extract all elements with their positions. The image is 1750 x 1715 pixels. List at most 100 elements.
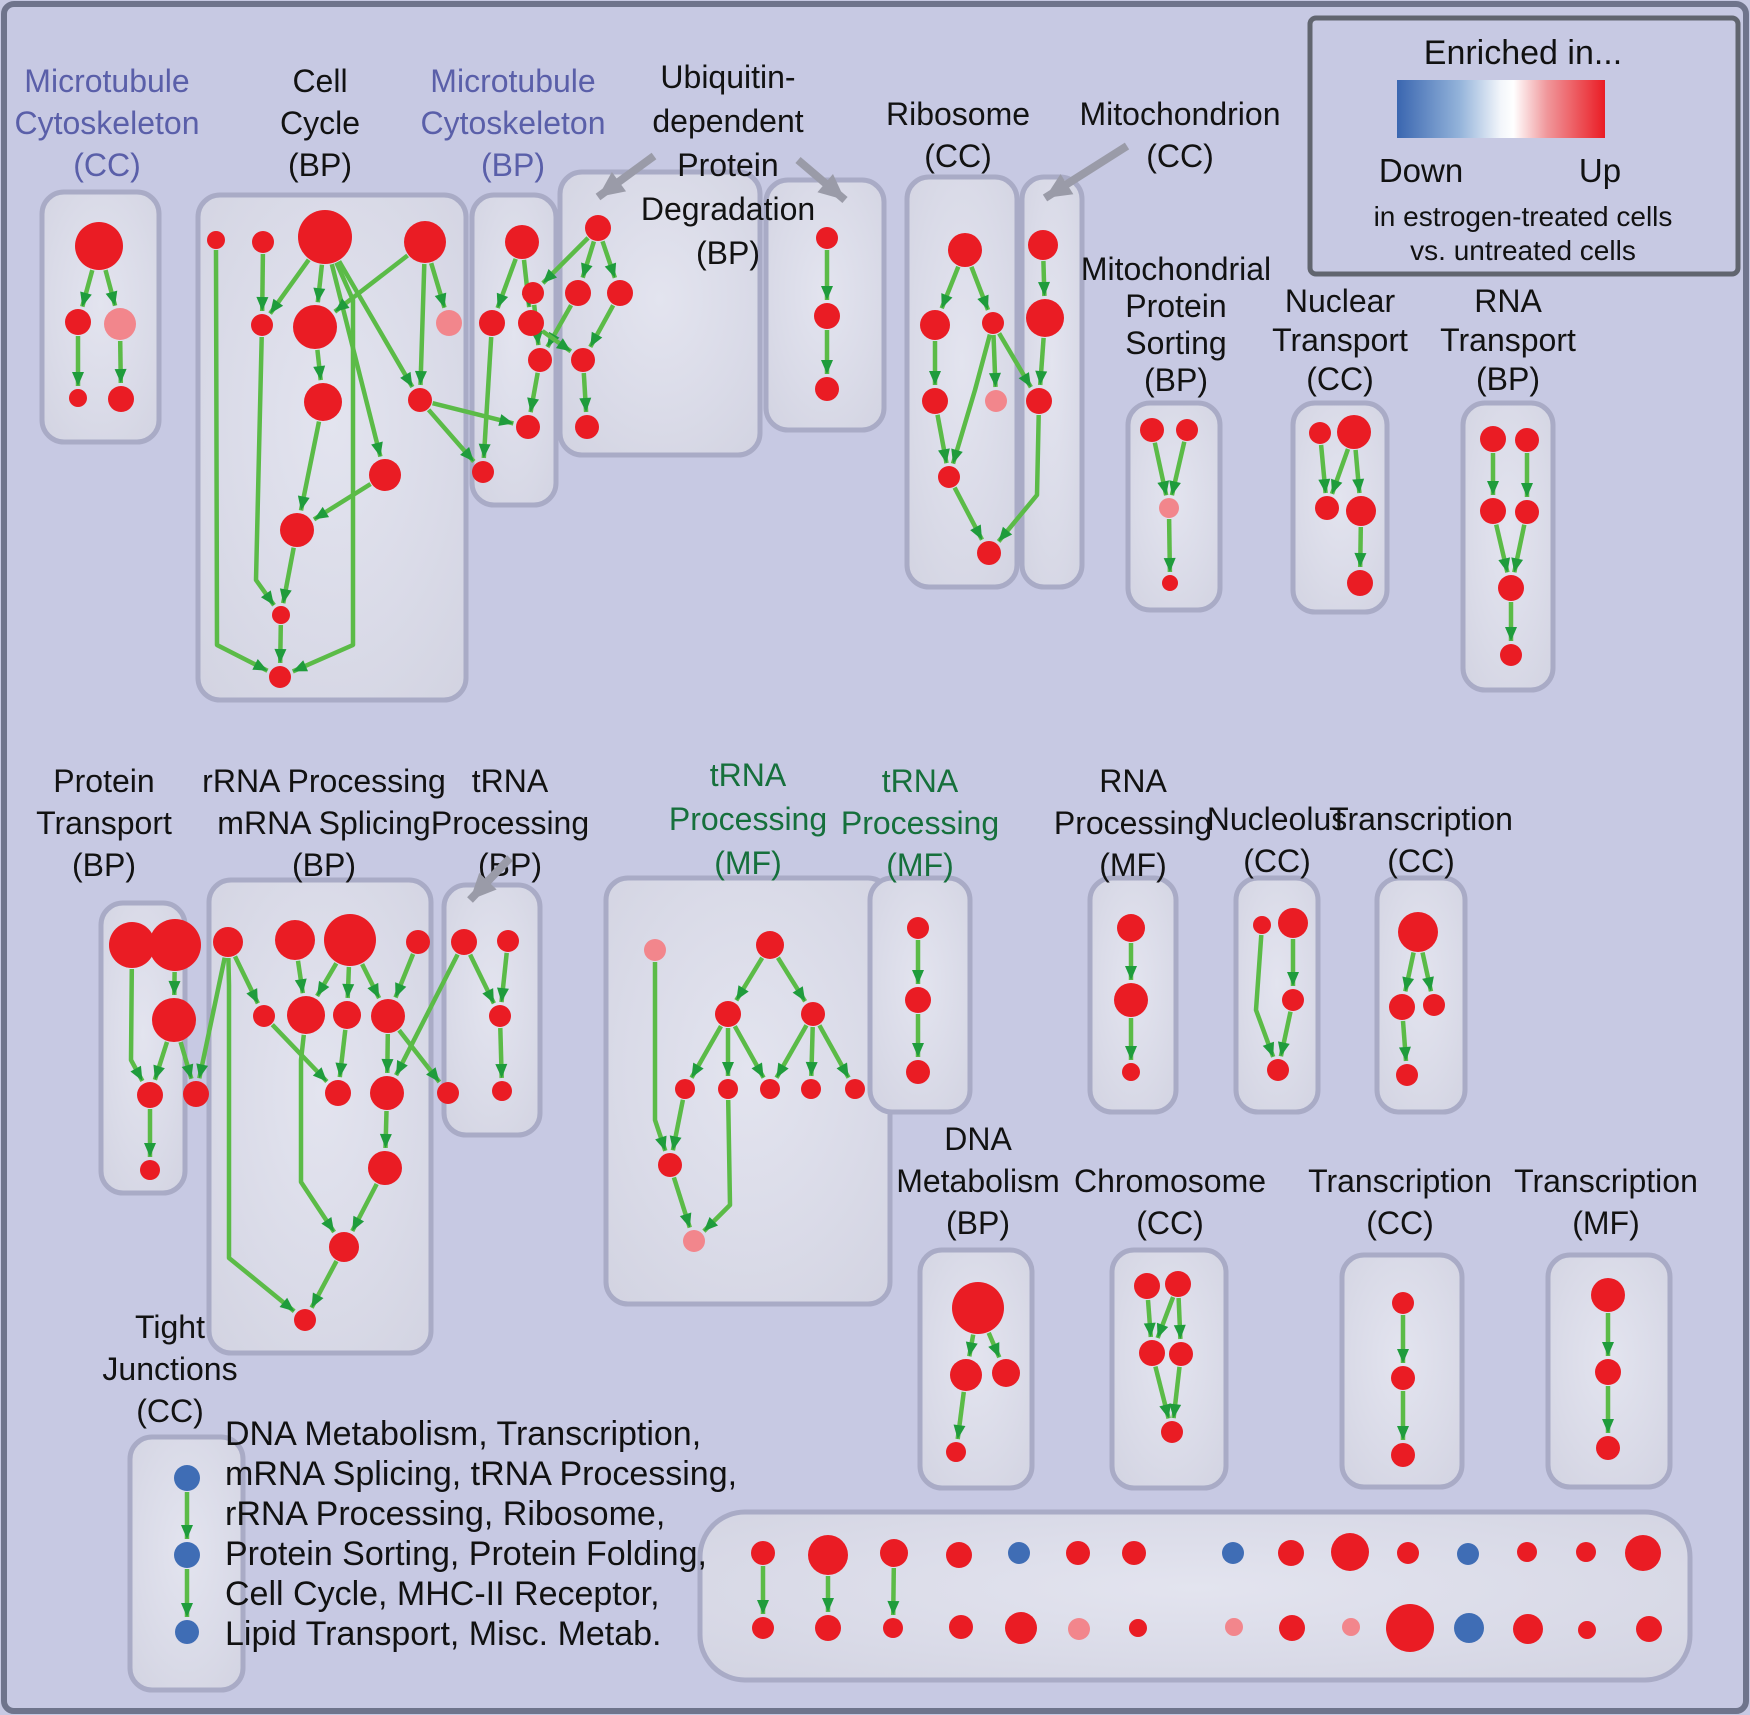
enrichment-edge bbox=[774, 1024, 809, 1079]
cluster-label-nuclear-transport-cc-line3: (CC) bbox=[1306, 361, 1374, 397]
enrichment-edge bbox=[128, 968, 145, 1082]
go-term-node-tight-junctions-cc-n1 bbox=[174, 1465, 200, 1491]
enrichment-edge bbox=[432, 401, 514, 426]
go-term-node-trna-bp-m bbox=[489, 1005, 511, 1027]
legend-caption-2: vs. untreated cells bbox=[1410, 235, 1636, 266]
enrichment-edge bbox=[335, 1029, 348, 1078]
go-term-node-protein-transport-bp-a bbox=[109, 922, 155, 968]
go-term-node-dna-metabolism-bp-t bbox=[952, 1282, 1004, 1334]
go-term-node-ribosome-cc-pk bbox=[985, 390, 1007, 412]
go-term-node-trna-bp-br bbox=[492, 1081, 512, 1101]
enrichment-edge bbox=[297, 421, 322, 511]
enrichment-edge bbox=[312, 482, 372, 522]
enrichment-edge bbox=[1153, 1366, 1171, 1419]
enrichment-edge bbox=[313, 264, 326, 303]
enrichment-edge bbox=[1402, 952, 1416, 992]
go-term-node-nuclear-transport-cc-ml bbox=[1315, 496, 1339, 520]
enrichment-edge bbox=[253, 336, 276, 607]
go-term-node-transcription-cc-bottom-n3 bbox=[1391, 1443, 1415, 1467]
nodes-layer bbox=[65, 210, 1662, 1652]
label-pointer-arrow-4 bbox=[467, 855, 513, 903]
enrichment-edge bbox=[152, 1041, 170, 1081]
enrichment-edge bbox=[588, 304, 616, 348]
cluster-boxes-layer bbox=[39, 169, 1693, 1693]
cluster-label-transcription-cc-mid-line2: (CC) bbox=[1387, 843, 1455, 879]
pointer-arrows-layer bbox=[467, 142, 1130, 903]
enrichment-edge bbox=[333, 253, 409, 314]
go-term-node-protein-transport-bp-d bbox=[137, 1082, 163, 1108]
cluster-label-trna-bp-line1: tRNA bbox=[472, 763, 549, 799]
go-term-node-trna-mf-1-l1 bbox=[675, 1079, 695, 1099]
go-term-node-cell-cycle-bp-h bbox=[408, 388, 432, 412]
go-term-node-trna-mf-1-a1 bbox=[715, 1001, 741, 1027]
go-term-node-ubiquitin-a-f2 bbox=[516, 415, 540, 439]
go-term-node-dna-metabolism-bp-l bbox=[950, 1359, 982, 1391]
go-term-node-protein-transport-bp-c bbox=[152, 998, 196, 1042]
cluster-label-ribosome-cc-line1: Ribosome bbox=[886, 96, 1030, 132]
cluster-label-transcription-mf-line2: (MF) bbox=[1572, 1205, 1640, 1241]
cluster-label-cell-cycle-bp-line1: Cell bbox=[292, 63, 347, 99]
enrichment-edge bbox=[953, 1391, 967, 1440]
enrichment-edge bbox=[1163, 518, 1176, 573]
cluster-label-rna-processing-mf-line3: (MF) bbox=[1099, 847, 1167, 883]
cluster-label-trna-mf-1-line2: Processing bbox=[669, 801, 827, 837]
go-term-node-transcription-cc-bottom-n2 bbox=[1391, 1366, 1415, 1390]
cluster-label-dna-metabolism-bp-line2: Metabolism bbox=[896, 1163, 1060, 1199]
go-term-node-nuclear-transport-cc-tl bbox=[1309, 422, 1331, 444]
cluster-label-protein-transport-bp-line1: Protein bbox=[53, 763, 154, 799]
go-term-node-merged-terms-c14t bbox=[1576, 1542, 1596, 1562]
merged-terms-line3: rRNA Processing, Ribosome, bbox=[225, 1495, 665, 1533]
enrichment-edge bbox=[732, 1025, 766, 1079]
cluster-label-microtubule-bp-line1: Microtubule bbox=[430, 63, 595, 99]
go-term-node-ribosome-cc-b bbox=[977, 541, 1001, 565]
go-term-node-microtubule-cc-ml bbox=[65, 309, 91, 335]
go-term-node-merged-terms-c11t bbox=[1397, 1542, 1419, 1564]
go-term-node-trna-mf-1-p bbox=[644, 939, 666, 961]
go-term-node-transcription-mf-n1 bbox=[1591, 1278, 1625, 1312]
go-term-node-cell-cycle-bp-g bbox=[304, 383, 342, 421]
go-term-node-transcription-cc-bottom-n1 bbox=[1392, 1292, 1414, 1314]
enrichment-edge bbox=[178, 1041, 194, 1080]
cluster-label-dna-metabolism-bp-line1: DNA bbox=[944, 1121, 1012, 1157]
go-term-node-cell-cycle-bp-l bbox=[269, 666, 291, 688]
go-term-node-cell-cycle-bp-d bbox=[404, 221, 446, 263]
go-term-node-trna-bp-tr bbox=[497, 930, 519, 952]
go-term-node-mito-sorting-bp-b bbox=[1162, 575, 1178, 591]
label-pointer-arrow-2 bbox=[795, 156, 848, 204]
enrichment-edge bbox=[315, 962, 339, 998]
go-term-node-cell-cycle-bp-j bbox=[280, 513, 314, 547]
go-term-node-merged-terms-c6b bbox=[1068, 1618, 1090, 1640]
go-term-node-merged-terms-c3b bbox=[883, 1618, 903, 1638]
enrichment-edge bbox=[80, 269, 95, 308]
cluster-label-trna-mf-2-line1: tRNA bbox=[882, 763, 959, 799]
go-term-node-rrna-mrna-bp-s1 bbox=[253, 1005, 275, 1027]
go-term-node-nuclear-transport-cc-tr bbox=[1337, 415, 1371, 449]
cluster-label-rna-transport-bp-line3: (BP) bbox=[1476, 361, 1540, 397]
go-term-node-rna-transport-bp-tl bbox=[1480, 426, 1506, 452]
enrichment-edge bbox=[350, 1182, 379, 1233]
enrichment-edge bbox=[935, 414, 950, 464]
enrichment-edge bbox=[114, 340, 127, 384]
enrichment-edge bbox=[1277, 1011, 1293, 1057]
go-term-node-transcription-cc-mid-l bbox=[1389, 994, 1415, 1020]
go-term-node-trna-mf-1-l5 bbox=[845, 1079, 865, 1099]
go-term-node-trna-mf-2-n3 bbox=[906, 1060, 930, 1084]
enrichment-edge bbox=[291, 261, 356, 674]
cluster-box-protein-transport-bp bbox=[98, 900, 188, 1196]
enrichment-edge bbox=[887, 1567, 900, 1616]
enrichment-edge bbox=[329, 263, 383, 458]
cluster-label-nuclear-transport-cc-line1: Nuclear bbox=[1285, 283, 1396, 319]
merged-terms-line4: Protein Sorting, Protein Folding, bbox=[225, 1535, 707, 1573]
go-term-node-ubiquitin-b-n1 bbox=[816, 227, 838, 249]
go-term-node-mitochondrion-cc-t bbox=[1028, 230, 1058, 260]
go-term-node-cell-cycle-bp-a bbox=[207, 231, 225, 249]
cluster-label-rrna-mrna-bp-line1: rRNA Processing bbox=[202, 763, 446, 799]
go-term-node-dna-metabolism-bp-r bbox=[992, 1359, 1020, 1387]
cluster-label-nuclear-transport-cc-line2: Transport bbox=[1272, 322, 1408, 358]
go-term-node-protein-transport-bp-e bbox=[183, 1081, 209, 1107]
go-term-node-merged-terms-c11b bbox=[1386, 1604, 1434, 1652]
go-term-node-trna-bp-bl bbox=[437, 1082, 459, 1104]
enrichment-edge bbox=[1169, 1366, 1182, 1419]
